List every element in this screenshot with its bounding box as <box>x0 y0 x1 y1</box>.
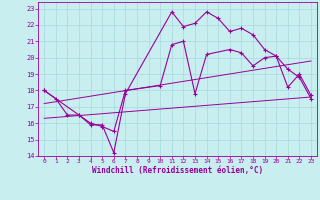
X-axis label: Windchill (Refroidissement éolien,°C): Windchill (Refroidissement éolien,°C) <box>92 166 263 175</box>
